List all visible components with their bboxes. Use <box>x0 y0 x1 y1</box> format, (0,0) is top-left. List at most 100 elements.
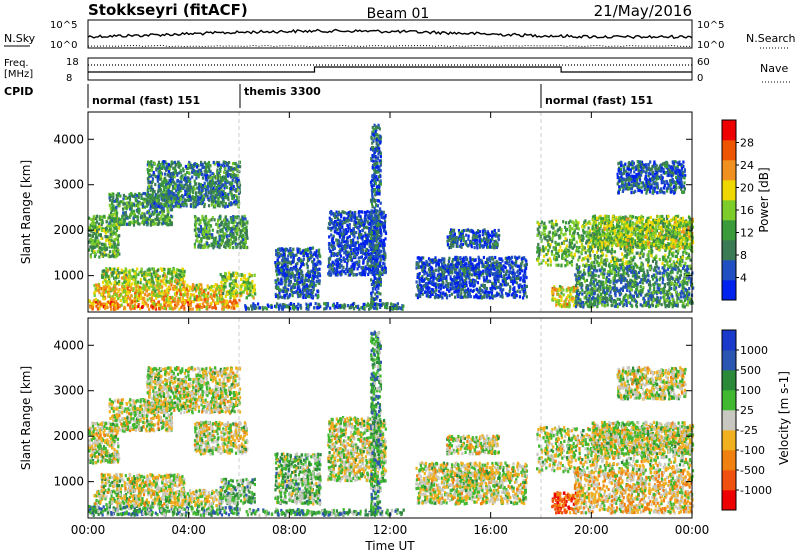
power-cell <box>169 221 171 224</box>
power-cell <box>109 215 111 218</box>
power-cell <box>378 210 380 213</box>
power-cell <box>302 287 304 290</box>
power-cell <box>141 274 143 277</box>
power-cell <box>135 199 137 202</box>
power-cell <box>185 199 187 202</box>
power-cell <box>316 306 318 309</box>
power-cell <box>275 249 277 252</box>
power-cell <box>390 302 392 305</box>
power-cell <box>234 168 236 171</box>
power-cell <box>345 268 347 271</box>
power-cell <box>214 184 216 187</box>
power-cell <box>226 226 228 229</box>
power-cell <box>157 269 159 272</box>
power-cell <box>216 201 218 204</box>
power-cell <box>176 174 178 177</box>
power-cell <box>180 198 182 201</box>
power-cell <box>223 223 225 226</box>
power-cell <box>154 162 156 165</box>
power-cell <box>122 211 124 214</box>
power-cell <box>305 279 307 282</box>
power-cell <box>177 279 179 282</box>
power-cell <box>281 296 283 299</box>
power-cell <box>195 232 197 235</box>
power-cell <box>105 231 107 234</box>
power-cell <box>343 240 345 243</box>
power-cell <box>313 288 315 291</box>
power-cell <box>158 213 160 216</box>
power-cell <box>230 221 232 224</box>
power-cell <box>92 303 94 306</box>
power-cell <box>337 261 339 264</box>
power-cell <box>340 260 342 263</box>
power-cell <box>137 305 139 308</box>
power-cell <box>163 268 165 271</box>
power-cell <box>163 160 165 163</box>
power-cell <box>165 215 167 218</box>
power-cell <box>90 218 92 221</box>
power-cell <box>125 297 127 300</box>
power-cell <box>377 224 379 227</box>
power-cell <box>202 177 204 180</box>
power-cell <box>222 230 224 233</box>
power-cell <box>153 171 155 174</box>
power-cell <box>318 260 320 263</box>
power-cell <box>332 241 334 244</box>
power-cell <box>295 305 297 308</box>
power-cell <box>104 235 106 238</box>
power-cell <box>349 246 351 249</box>
power-cell <box>285 270 287 273</box>
power-cell <box>227 196 229 199</box>
power-cell <box>168 174 170 177</box>
power-cell <box>200 169 202 172</box>
power-cell <box>162 199 164 202</box>
power-cell <box>216 170 218 173</box>
power-cell <box>105 272 107 275</box>
power-cell <box>233 236 235 239</box>
power-cell <box>374 307 376 310</box>
power-cell <box>328 235 330 238</box>
power-cell <box>244 274 246 277</box>
power-cell <box>294 291 296 294</box>
power-cell <box>229 284 231 287</box>
power-cell <box>192 287 194 290</box>
power-cell <box>254 304 256 307</box>
power-cell <box>339 305 341 308</box>
power-cell <box>283 253 285 256</box>
power-cell <box>127 281 129 284</box>
power-cell <box>257 302 259 305</box>
power-cell <box>222 193 224 196</box>
power-cell <box>158 199 160 202</box>
power-cell <box>121 269 123 272</box>
power-cell <box>126 202 128 205</box>
power-cell <box>208 226 210 229</box>
power-cell <box>364 266 366 269</box>
power-cell <box>349 306 351 309</box>
power-cell <box>202 197 204 200</box>
power-cell <box>384 253 386 256</box>
power-cell <box>250 305 252 308</box>
power-cell <box>277 278 279 281</box>
power-cell <box>123 307 125 310</box>
power-cell <box>151 297 153 300</box>
cpid-segment-label: normal (fast) 151 <box>92 94 200 107</box>
power-cell <box>253 289 255 292</box>
power-cell <box>317 274 319 277</box>
power-cell <box>202 302 204 305</box>
power-cell <box>352 273 354 276</box>
power-cell <box>307 266 309 269</box>
power-cell <box>310 289 312 292</box>
power-cell <box>121 304 123 307</box>
power-cell <box>130 306 132 309</box>
power-cell <box>208 199 210 202</box>
power-cell <box>190 304 192 307</box>
power-cell <box>108 293 110 296</box>
power-cell <box>378 192 380 195</box>
power-cell <box>287 277 289 280</box>
power-cell <box>101 293 103 296</box>
power-cell <box>111 268 113 271</box>
power-cell <box>335 253 337 256</box>
power-cell <box>216 287 218 290</box>
power-cell <box>231 228 233 231</box>
power-cell <box>166 167 168 170</box>
